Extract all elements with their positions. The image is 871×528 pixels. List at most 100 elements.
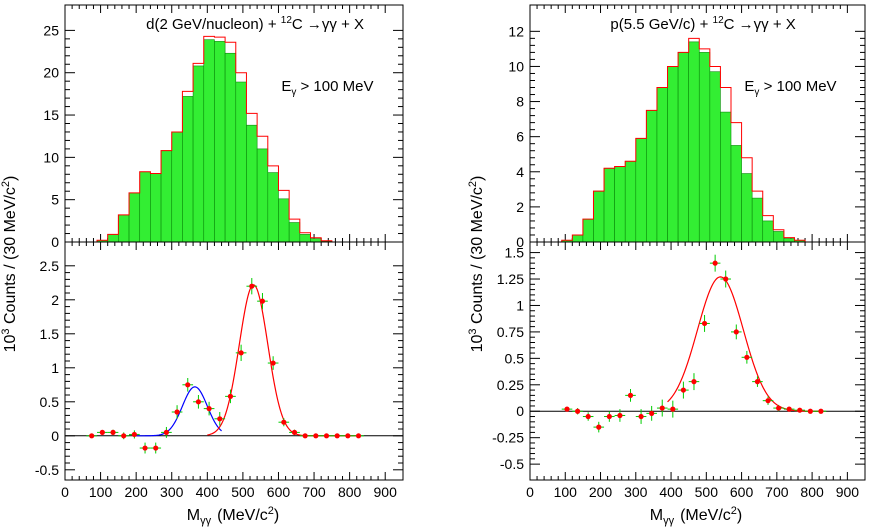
x-tick-label: 600 (267, 484, 291, 500)
data-point (153, 445, 159, 451)
panel-title: p(5.5 GeV/c) + 12C →γγ + X (610, 15, 795, 33)
histogram-bar-filled (709, 71, 721, 243)
histogram-bar-filled (160, 150, 173, 243)
data-point (627, 392, 634, 398)
panel-left-bottom: 0 100 200 300 400 500 600 700 800 900-0.500.511.5… (35, 241, 404, 500)
histogram-bar-filled (139, 171, 151, 243)
y-tick-label: 4 (516, 164, 524, 180)
x-tick-label: 500 (231, 484, 255, 500)
data-point (217, 416, 223, 422)
data-point (163, 429, 169, 435)
y-tick-label: 8 (516, 94, 524, 110)
y-tick-label: 1.5 (40, 326, 60, 342)
histogram-bar-filled (603, 167, 615, 243)
data-point (659, 405, 665, 411)
title-arrow: → (739, 16, 754, 33)
data-point (712, 260, 718, 266)
title-part: γγ + X (754, 16, 796, 33)
y-tick-label: 0 (516, 403, 524, 419)
data-point (733, 329, 739, 335)
annotation-part: > 100 MeV (296, 78, 373, 95)
histogram-bar-filled (235, 81, 247, 243)
data-point (355, 433, 362, 439)
y-tick-label: 0.25 (497, 377, 524, 393)
data-point (564, 406, 570, 412)
data-point (302, 433, 308, 439)
histogram-bar-filled (192, 65, 205, 243)
gaussian-fit-curve (667, 276, 823, 412)
histogram-bar-filled (224, 52, 237, 243)
y-tick-label: 0 (51, 234, 59, 250)
data-point (818, 408, 824, 414)
histogram-bar-filled (128, 192, 141, 243)
histogram-bar-filled (288, 222, 301, 243)
y-tick-label: 12 (508, 23, 524, 39)
histogram-bar-filled (299, 234, 311, 243)
panel-frame (64, 241, 404, 481)
y-tick-label: 25 (43, 22, 59, 38)
histogram-bar-filled (267, 172, 279, 243)
data-point (670, 406, 676, 412)
annotation-part: > 100 MeV (759, 78, 836, 95)
data-point (617, 412, 623, 419)
title-part: p(5.5 GeV/c) + (610, 16, 712, 33)
energy-cut-annotation: Eγ > 100 MeV (281, 78, 373, 98)
histogram-bar-filled (582, 218, 594, 243)
x-tick-label: 500 (695, 484, 719, 500)
data-point (345, 433, 351, 439)
title-superscript: 12 (713, 15, 725, 26)
right-xlabel: Mγγ (MeV/c2) (650, 505, 742, 527)
histogram-bar-filled (656, 87, 668, 243)
panel-right-bottom: 0 100 200 300 400 500 600 700 800 900 -0.5 -0.25 0 0.… (492, 241, 866, 500)
right-ylabel: 103 Counts / (30 MeV/c2) (467, 176, 486, 353)
histogram-bar-filled (677, 52, 689, 243)
y-tick-label: 0.5 (40, 394, 60, 410)
data-point (701, 320, 708, 327)
data-point (238, 350, 244, 356)
data-point (291, 429, 298, 435)
x-tick-label: 900 (374, 484, 398, 500)
histogram-bar-filled (278, 198, 290, 243)
histogram-outline-step (530, 37, 858, 243)
data-point (131, 431, 137, 438)
annotation-part: E (281, 78, 291, 95)
histogram-bar-filled (741, 173, 753, 243)
gaussian-fit-curve (207, 284, 361, 437)
data-point (313, 433, 319, 439)
data-point (680, 387, 686, 393)
title-part: d(2 GeV/nucleon) + (146, 16, 281, 33)
x-tick-label: 600 (730, 484, 754, 500)
y-tick-label: -0.5 (500, 456, 524, 472)
y-tick-label: 1 (51, 360, 59, 376)
data-point (723, 276, 729, 282)
data-point (797, 407, 803, 413)
x-tick-label: 800 (800, 484, 824, 500)
data-point (754, 379, 761, 385)
annotation-subscript: γ (754, 87, 759, 98)
x-tick-label: 700 (302, 484, 326, 500)
histogram-bar-filled (646, 110, 658, 243)
histogram-outline-step (65, 35, 396, 243)
data-point (776, 405, 782, 411)
data-point (638, 413, 644, 420)
data-point (323, 433, 330, 439)
histogram-bar-filled (171, 131, 183, 243)
histogram-bar-filled (688, 41, 700, 243)
histogram-bar-filled (624, 160, 637, 243)
y-tick-label: 6 (516, 129, 524, 145)
y-tick-label: 0 (51, 428, 59, 444)
histogram-bar-filled (667, 66, 679, 243)
title-arrow: → (307, 16, 322, 33)
histogram-bar-filled (635, 138, 647, 243)
x-tick-label: 400 (196, 484, 220, 500)
data-point (334, 433, 340, 439)
x-tick-label: 100 (554, 484, 578, 500)
histogram-bar-filled (762, 220, 774, 243)
histogram-bar-filled (783, 238, 795, 243)
histogram-bar-filled (593, 190, 605, 243)
x-tick-label: 300 (160, 484, 184, 500)
data-point (281, 419, 287, 425)
histogram-bar-filled (773, 231, 785, 243)
histogram-bar-filled (256, 148, 269, 243)
title-part: C (724, 16, 739, 33)
